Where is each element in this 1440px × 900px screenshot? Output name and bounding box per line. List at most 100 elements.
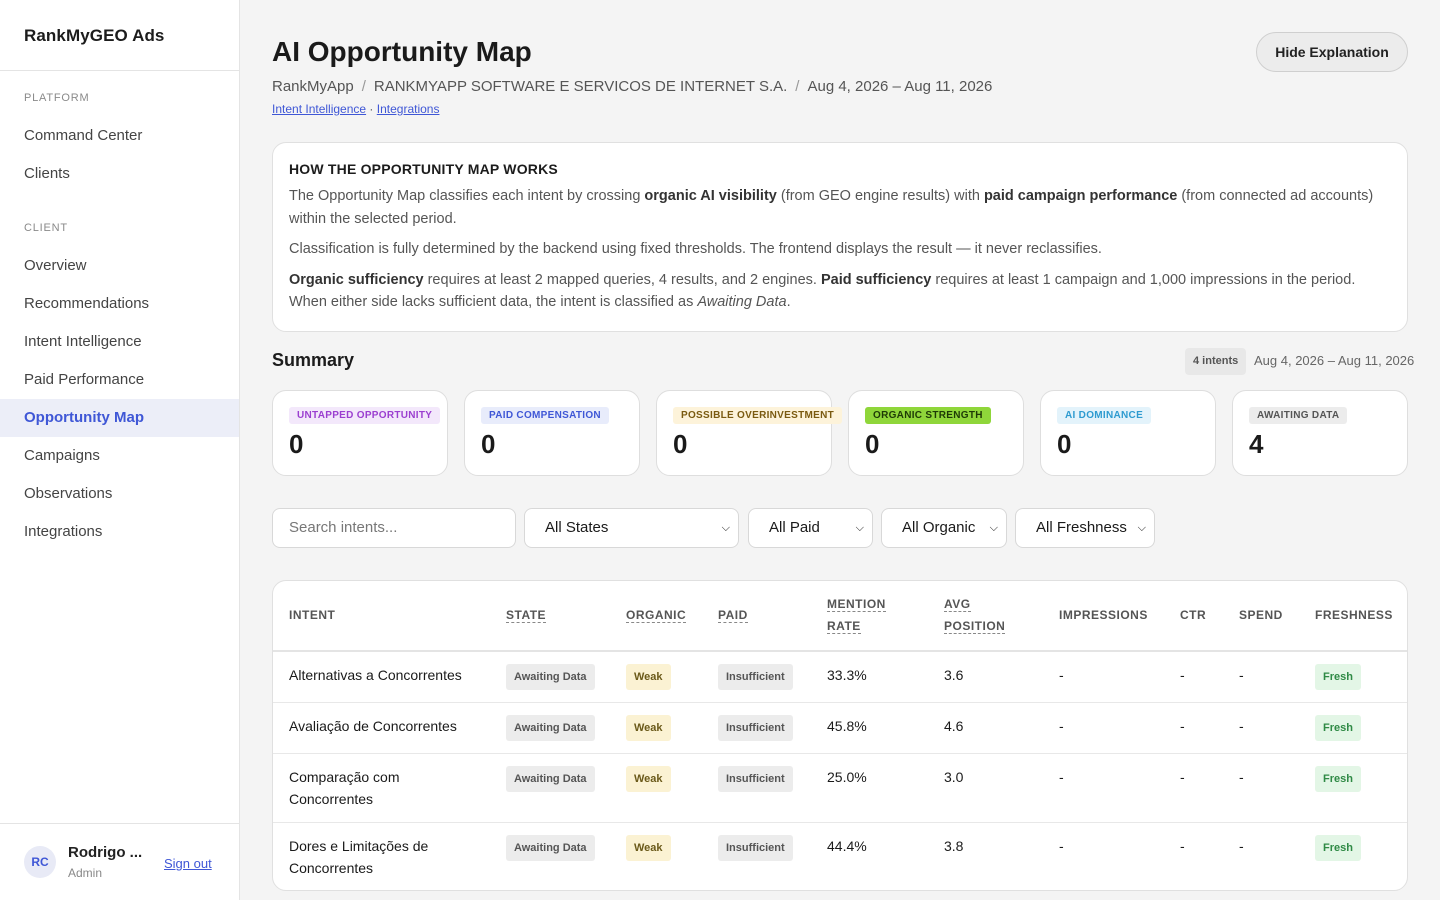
avg-position: 4.6 (944, 718, 964, 734)
state-badge: Awaiting Data (506, 715, 595, 741)
card-label: ORGANIC STRENGTH (865, 407, 991, 424)
column-header-state[interactable]: STATE (506, 604, 547, 626)
summary-card-organic-strength[interactable]: ORGANIC STRENGTH 0 (848, 390, 1024, 476)
organic-badge: Weak (626, 715, 671, 741)
header-label: PAID (718, 608, 748, 623)
freshness-filter-value: All Freshness (1036, 519, 1127, 536)
text: . (786, 294, 791, 310)
chevron-down-icon: ⌵ (721, 522, 730, 534)
freshness-filter-select[interactable]: All Freshness ⌵ (1015, 508, 1155, 548)
summary-card-paid-compensation[interactable]: PAID COMPENSATION 0 (464, 390, 640, 476)
sign-out-link[interactable]: Sign out (164, 856, 212, 871)
intent-name[interactable]: Comparação com Concorrentes (289, 766, 400, 810)
avg-position: 3.8 (944, 838, 964, 854)
sidebar-item-opportunity-map[interactable]: Opportunity Map (0, 399, 239, 437)
sidebar-item-recommendations[interactable]: Recommendations (24, 295, 150, 312)
breadcrumb-separator: / (795, 78, 800, 95)
breadcrumb-app[interactable]: RankMyApp (272, 78, 354, 95)
mention-rate: 25.0% (827, 769, 867, 785)
chevron-down-icon: ⌵ (989, 522, 998, 534)
link-intent-intelligence[interactable]: Intent Intelligence (272, 102, 367, 116)
bold-text: paid campaign performance (983, 188, 1178, 204)
intent-name-line: Dores e Limitações de (289, 838, 429, 854)
sidebar-item-clients[interactable]: Clients (24, 165, 70, 182)
explanation-heading: HOW THE OPPORTUNITY MAP WORKS (289, 161, 558, 177)
mention-rate: 44.4% (827, 838, 867, 854)
section-client: CLIENT (24, 222, 68, 234)
breadcrumb: RankMyApp / RANKMYAPP SOFTWARE E SERVICOS … (272, 78, 992, 95)
paid-badge: Insufficient (718, 766, 793, 792)
brand-logo[interactable]: RankMyGEO Ads (0, 0, 239, 71)
intent-name[interactable]: Dores e Limitações de Concorrentes (289, 835, 428, 879)
bold-text: Organic sufficiency (289, 271, 424, 288)
column-header-intent: INTENT (289, 608, 336, 622)
text: The Opportunity Map classifies each inte… (289, 188, 645, 204)
sidebar-item-integrations[interactable]: Integrations (24, 523, 103, 540)
column-header-spend: SPEND (1239, 608, 1283, 622)
sidebar-item-command-center[interactable]: Command Center (24, 127, 143, 144)
card-label: PAID COMPENSATION (481, 407, 609, 424)
organic-badge: Weak (626, 664, 671, 690)
header-label: AVG (944, 597, 971, 612)
organic-filter-select[interactable]: All Organic ⌵ (881, 508, 1007, 548)
freshness-badge: Fresh (1315, 835, 1361, 861)
sidebar-item-paid-performance[interactable]: Paid Performance (24, 371, 145, 388)
summary-card-untapped-opportunity[interactable]: UNTAPPED OPPORTUNITY 0 (272, 390, 448, 476)
summary-card-ai-dominance[interactable]: AI DOMINANCE 0 (1040, 390, 1216, 476)
ctr: - (1180, 667, 1185, 683)
summary-title: Summary (272, 350, 355, 370)
card-value: 0 (865, 429, 880, 459)
header-divider (273, 650, 1407, 652)
column-header-organic[interactable]: ORGANIC (626, 604, 687, 626)
explanation-paragraph-1: The Opportunity Map classifies each inte… (289, 185, 1391, 230)
card-value: 0 (289, 429, 304, 459)
header-label: RATE (827, 619, 861, 634)
link-integrations[interactable]: Integrations (376, 102, 440, 116)
explanation-paragraph-2: Classification is fully determined by th… (289, 241, 1102, 257)
sidebar-item-overview[interactable]: Overview (24, 257, 87, 274)
hide-explanation-button[interactable]: Hide Explanation (1256, 32, 1408, 72)
summary-card-awaiting-data[interactable]: AWAITING DATA 4 (1232, 390, 1408, 476)
sidebar-item-campaigns[interactable]: Campaigns (24, 447, 100, 464)
search-input[interactable]: Search intents... (272, 508, 516, 548)
chevron-down-icon: ⌵ (855, 522, 864, 534)
spend: - (1239, 667, 1244, 683)
state-filter-select[interactable]: All States ⌵ (524, 508, 739, 548)
column-header-mention-rate[interactable]: MENTION RATE (827, 593, 886, 637)
italic-text: Awaiting Data (697, 294, 787, 310)
explanation-panel: HOW THE OPPORTUNITY MAP WORKS The Opport… (272, 142, 1408, 332)
freshness-badge: Fresh (1315, 664, 1361, 690)
intent-name[interactable]: Alternativas a Concorrentes (289, 667, 462, 683)
spend: - (1239, 718, 1244, 734)
user-panel: RC Rodrigo ... Admin Sign out (0, 823, 239, 900)
sidebar-item-intent-intelligence[interactable]: Intent Intelligence (24, 333, 142, 350)
column-header-paid[interactable]: PAID (718, 604, 748, 626)
state-filter-value: All States (545, 519, 609, 536)
breadcrumb-separator: / (361, 78, 366, 95)
paid-filter-select[interactable]: All Paid ⌵ (748, 508, 873, 548)
mention-rate: 33.3% (827, 667, 867, 683)
column-header-avg-position[interactable]: AVG POSITION (944, 593, 1006, 637)
summary-card-possible-overinvestment[interactable]: POSSIBLE OVERINVESTMENT 0 (656, 390, 843, 476)
sidebar-item-observations[interactable]: Observations (24, 485, 113, 502)
bold-text: Paid sufficiency (820, 271, 932, 288)
paid-badge: Insufficient (718, 715, 793, 741)
intent-name-line: Concorrentes (289, 791, 374, 807)
column-header-ctr: CTR (1180, 608, 1207, 622)
ctr: - (1180, 838, 1185, 854)
summary-date-range: Aug 4, 2026 – Aug 11, 2026 (1254, 353, 1415, 368)
card-label: AWAITING DATA (1249, 407, 1348, 424)
related-links: Intent Intelligence · Integrations (272, 102, 439, 116)
impressions: - (1059, 718, 1064, 734)
user-role: Admin (68, 866, 103, 880)
card-value: 0 (481, 429, 496, 459)
impressions: - (1059, 769, 1064, 785)
card-label: POSSIBLE OVERINVESTMENT (673, 407, 843, 424)
intents-table: INTENT STATE ORGANIC PAID MENTION RATE AV… (272, 580, 1408, 891)
page-title: AI Opportunity Map (272, 36, 532, 67)
impressions: - (1059, 838, 1064, 854)
paid-badge: Insufficient (718, 664, 793, 690)
spend: - (1239, 769, 1244, 785)
intent-name[interactable]: Avaliação de Concorrentes (289, 718, 457, 734)
breadcrumb-client[interactable]: RANKMYAPP SOFTWARE E SERVICOS DE INTERNE… (373, 78, 788, 95)
